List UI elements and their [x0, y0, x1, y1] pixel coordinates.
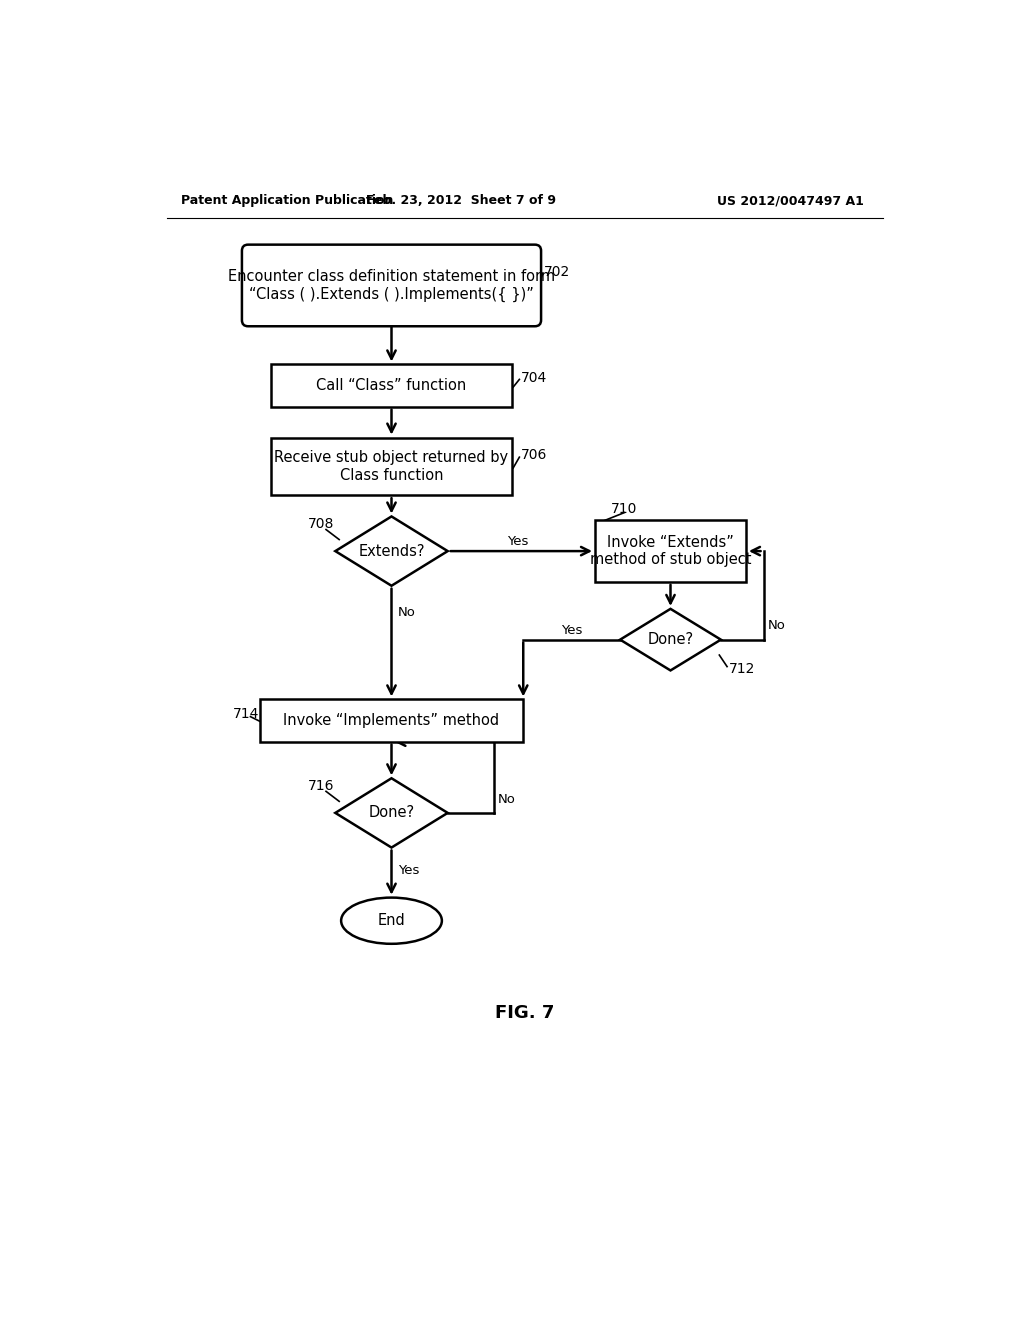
Text: End: End: [378, 913, 406, 928]
Text: No: No: [397, 606, 416, 619]
Polygon shape: [335, 516, 447, 586]
Text: 716: 716: [308, 779, 335, 793]
Text: Invoke “Implements” method: Invoke “Implements” method: [284, 713, 500, 729]
Bar: [260, 700, 523, 742]
Text: Feb. 23, 2012  Sheet 7 of 9: Feb. 23, 2012 Sheet 7 of 9: [367, 194, 556, 207]
Text: 706: 706: [521, 447, 547, 462]
Text: Done?: Done?: [647, 632, 693, 647]
Text: 702: 702: [544, 264, 570, 279]
Text: 704: 704: [521, 371, 547, 385]
Polygon shape: [335, 779, 447, 847]
Text: 708: 708: [308, 517, 335, 531]
Text: 714: 714: [232, 708, 259, 721]
Text: Patent Application Publication: Patent Application Publication: [180, 194, 393, 207]
Text: Invoke “Extends”
method of stub object: Invoke “Extends” method of stub object: [590, 535, 752, 568]
FancyBboxPatch shape: [242, 244, 541, 326]
Bar: [595, 520, 746, 582]
Text: Yes: Yes: [507, 536, 528, 548]
Text: No: No: [498, 792, 516, 805]
Text: Done?: Done?: [369, 805, 415, 821]
Text: Yes: Yes: [561, 624, 583, 638]
Text: Yes: Yes: [397, 865, 419, 878]
Text: 710: 710: [610, 502, 637, 516]
Bar: [271, 364, 512, 407]
Text: US 2012/0047497 A1: US 2012/0047497 A1: [718, 194, 864, 207]
Ellipse shape: [341, 898, 442, 944]
Text: No: No: [767, 619, 785, 632]
Polygon shape: [621, 609, 721, 671]
Text: Receive stub object returned by
Class function: Receive stub object returned by Class fu…: [274, 450, 509, 483]
Text: FIG. 7: FIG. 7: [496, 1005, 554, 1022]
Bar: [271, 437, 512, 495]
Text: Extends?: Extends?: [358, 544, 425, 558]
Text: Encounter class definition statement in form
“Class ( ).Extends ( ).Implements({: Encounter class definition statement in …: [228, 269, 555, 302]
Text: 712: 712: [729, 661, 755, 676]
Text: Call “Class” function: Call “Class” function: [316, 378, 467, 393]
